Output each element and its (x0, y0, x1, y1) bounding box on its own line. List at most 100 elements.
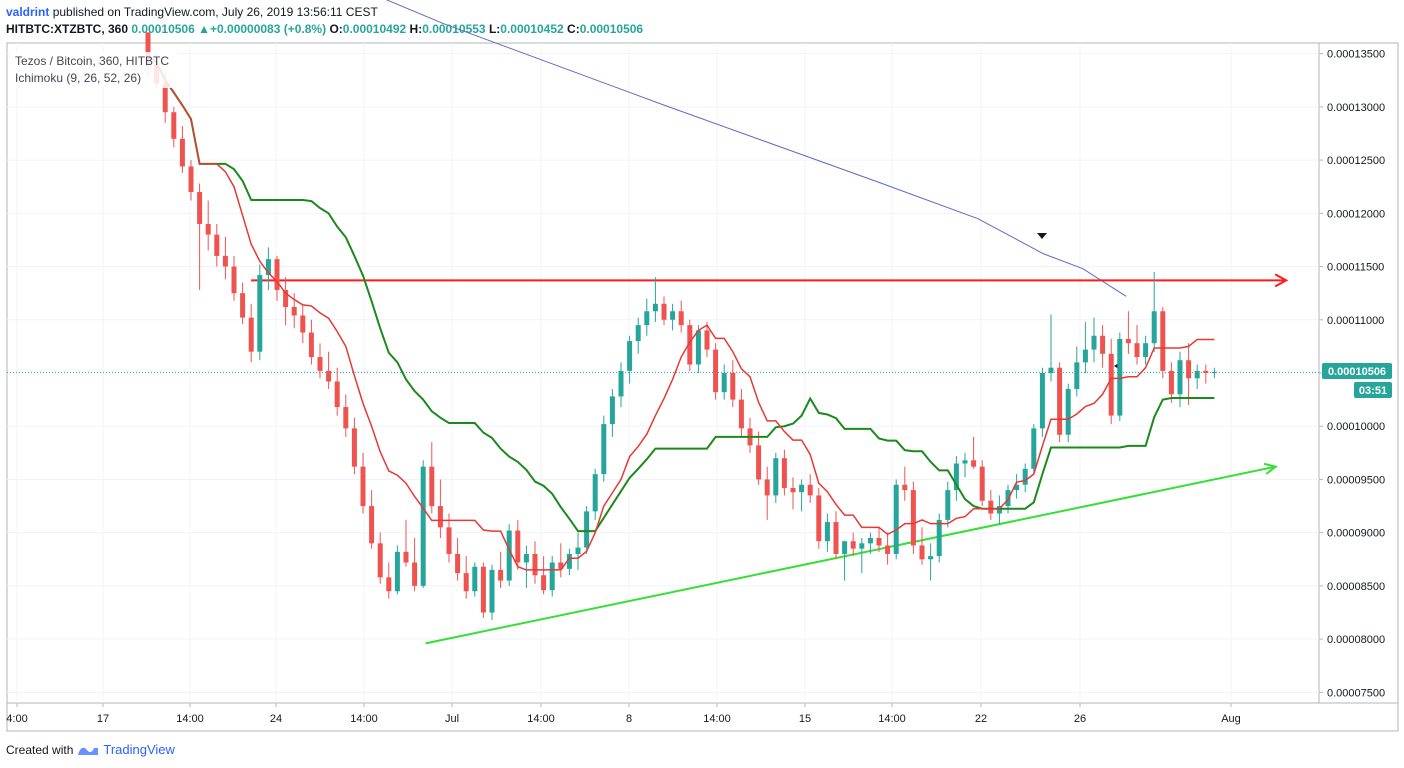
candle-up (609, 396, 615, 425)
candle-up (627, 341, 633, 371)
axis-labels: 0.00013500 0.00013000 0.00012500 0.00012000… (6, 49, 1385, 725)
candle-up (644, 311, 650, 326)
candle-up (1074, 362, 1080, 389)
candle-up (670, 311, 676, 320)
candle-up (1091, 335, 1097, 350)
close-value: 0.00010506 (579, 22, 644, 36)
candle-up (996, 506, 1002, 514)
candle-down (360, 466, 366, 507)
candle-up (695, 330, 701, 365)
candle-down (910, 490, 916, 546)
candle-down (515, 530, 521, 563)
x-tick-label: 4:00 (6, 713, 27, 725)
close-label: C: (567, 22, 580, 36)
candle-down (317, 357, 323, 371)
low-label: L: (488, 22, 501, 36)
candle-down (498, 569, 504, 581)
x-tick-label: 24 (270, 713, 282, 725)
y-tick-label: 0.00011500 (1327, 262, 1384, 274)
x-tick-label: 14:00 (527, 713, 555, 725)
time-axis[interactable] (6, 702, 1399, 732)
candle-down (429, 466, 435, 507)
candle-down (1168, 370, 1174, 395)
candle-down (532, 553, 538, 576)
x-tick-label: Aug (1221, 713, 1241, 725)
candle-up (859, 543, 865, 549)
footer: Created with TradingView (6, 742, 175, 757)
x-tick-label: 15 (799, 713, 811, 725)
countdown-badge (1354, 382, 1392, 398)
x-tick-label: 14:00 (703, 713, 731, 725)
legend-bg (10, 52, 178, 88)
support-arrowhead (1263, 462, 1278, 475)
candle-down (1125, 338, 1131, 344)
candle-up (1065, 388, 1071, 435)
candle-down (704, 330, 710, 350)
candle-up (1151, 311, 1157, 344)
candle-down (781, 458, 787, 488)
candle-down (738, 399, 744, 429)
x-tick-label: 17 (97, 713, 109, 725)
candle-down (971, 460, 977, 467)
candle-down (730, 373, 736, 400)
y-tick-label: 0.00012000 (1327, 208, 1385, 220)
candle-up (506, 530, 512, 581)
candle-down (988, 500, 994, 514)
candle-up (867, 538, 873, 544)
candle-down (979, 466, 985, 501)
candle-down (463, 573, 469, 592)
candle-down (919, 545, 925, 560)
candle-down (455, 553, 461, 574)
candle-down (412, 562, 418, 586)
overlay-lines (7, 0, 1319, 645)
candle-down (162, 83, 168, 113)
candle-down (850, 541, 856, 549)
candle-down (300, 315, 306, 333)
candle-up (824, 522, 830, 542)
candle-up (652, 303, 658, 312)
price-badge: 0.00010506 03:51 (1322, 363, 1392, 398)
candle-up (893, 484, 899, 554)
candle-down (1057, 367, 1063, 435)
y-tick-label: 0.00007500 (1327, 687, 1385, 699)
candle-down (205, 223, 211, 235)
candle-up (489, 569, 495, 613)
candle-down (661, 303, 667, 320)
candle-down (437, 506, 443, 528)
candle-up (265, 259, 271, 276)
candle-up (420, 466, 426, 586)
last-price-badge-value: 0.00010506 (1328, 366, 1386, 378)
candle-down (308, 332, 314, 358)
author-name[interactable]: valdrint (6, 5, 50, 19)
ichimoku-lines (147, 55, 1215, 571)
candle-down (171, 112, 177, 139)
candle-down (902, 484, 908, 491)
y-tick-label: 0.00009500 (1327, 474, 1385, 486)
candle-up (1177, 360, 1183, 395)
candle-up (1082, 349, 1088, 363)
candle-down (403, 551, 409, 563)
x-tick-label: 14:00 (176, 713, 204, 725)
candle-down (756, 445, 762, 480)
candle-up (523, 553, 529, 563)
price-change: +0.00000083 (+0.8%) (210, 22, 327, 36)
y-tick-label: 0.00013500 (1327, 49, 1385, 61)
candle-down (687, 325, 693, 365)
high-value: 0.00010553 (422, 22, 486, 36)
candle-up (584, 511, 590, 548)
candle-up (1194, 370, 1200, 379)
candle-down (343, 407, 349, 429)
open-value: 0.00010492 (342, 22, 407, 36)
lagging-span-line (385, 0, 1127, 297)
tradingview-brand[interactable]: TradingView (103, 742, 175, 757)
candle-down (713, 349, 719, 393)
candle-down (541, 575, 547, 591)
candle-down (214, 234, 220, 256)
candle-up (575, 547, 581, 554)
candle-down (231, 266, 237, 294)
candle-up (1048, 367, 1054, 373)
candle-down (386, 577, 392, 592)
candle-down (480, 566, 486, 613)
legend-symbol: Tezos / Bitcoin, 360, HITBTC (15, 54, 169, 68)
